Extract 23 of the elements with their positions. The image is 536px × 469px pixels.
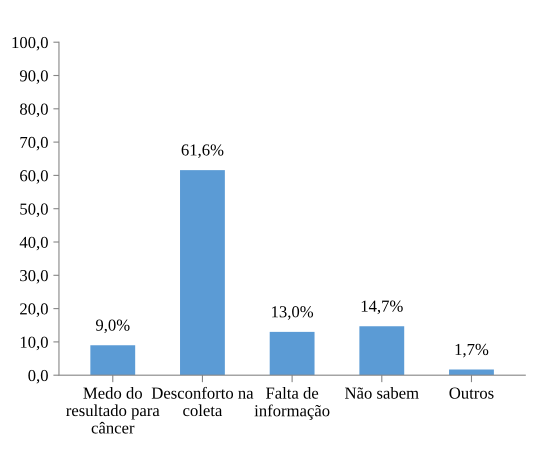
y-tick-label: 20,0 <box>20 303 48 317</box>
y-tick-label: 90,0 <box>20 70 48 84</box>
bar <box>90 345 136 376</box>
y-tick-label: 60,0 <box>20 170 48 184</box>
data-label: 14,7% <box>362 300 403 314</box>
y-tick-label: 100,0 <box>12 36 48 51</box>
data-label: 61,6% <box>182 144 224 158</box>
y-tick-label: 40,0 <box>20 236 48 250</box>
data-label: 13,0% <box>272 306 314 320</box>
data-label: 9,0% <box>96 319 130 334</box>
x-tick-label: Falta de informação <box>254 387 330 420</box>
x-tick-label: Não sabem <box>345 387 419 399</box>
bar <box>270 332 315 376</box>
bar <box>359 326 404 376</box>
data-label: 1,7% <box>456 344 488 358</box>
bar <box>180 170 225 376</box>
y-tick-label: 0,0 <box>28 370 48 384</box>
y-tick-label: 30,0 <box>20 270 48 284</box>
y-tick-label: 80,0 <box>20 104 48 118</box>
x-tick-label: Outros <box>449 388 494 399</box>
y-tick-label: 70,0 <box>20 136 48 150</box>
y-tick-label: 50,0 <box>20 203 48 218</box>
y-tick-label: 10,0 <box>20 336 48 350</box>
